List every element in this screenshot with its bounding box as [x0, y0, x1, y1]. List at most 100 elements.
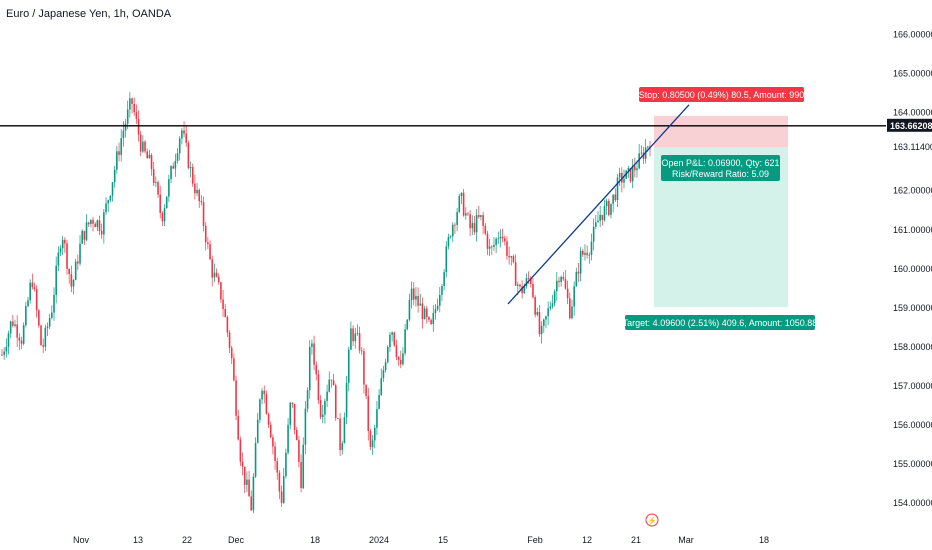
candle-body [451, 224, 454, 237]
candle-body [35, 289, 38, 311]
candle-body [334, 385, 337, 419]
candle-body [330, 379, 333, 381]
candle-body [553, 291, 556, 304]
candle-body [417, 295, 419, 306]
candle-body [202, 202, 205, 226]
candle-body [133, 103, 136, 113]
candle-body [636, 168, 638, 171]
candle-body [397, 357, 400, 360]
candle-body [464, 213, 467, 216]
x-tick-label: 13 [133, 535, 143, 545]
candle-body [595, 222, 597, 227]
candle-body [438, 294, 441, 306]
candle-body [224, 309, 227, 318]
candle-body [360, 350, 363, 352]
candle-body [118, 151, 120, 155]
x-tick-label: 15 [438, 535, 448, 545]
trend-line[interactable] [507, 104, 690, 305]
candle-body [558, 280, 560, 283]
candle-body [59, 248, 62, 253]
event-flag[interactable]: ⚡ [645, 513, 659, 527]
lightning-icon[interactable]: ⚡ [647, 516, 657, 526]
stop-zone[interactable] [654, 115, 788, 148]
candle-body [163, 208, 166, 222]
candle-body [501, 236, 504, 239]
candle-body [460, 192, 463, 197]
candle-body [113, 169, 116, 183]
candle-body [185, 133, 188, 143]
y-tick-label: 154.00000 [893, 498, 932, 508]
candle-body [64, 239, 66, 244]
candle-body [399, 359, 402, 365]
candle-body [640, 152, 643, 154]
candle-body [7, 333, 10, 347]
stop-label: Stop: 0.80500 (0.49%) 80.5, Amount: 990 [639, 90, 805, 100]
candle-body [627, 168, 630, 171]
candle-body [87, 222, 90, 225]
candle-body [579, 250, 582, 274]
candle-body [571, 306, 573, 319]
time-axis[interactable]: Nov 13 22 Dec 18 2024 15 Feb 12 21 Mar 18 [73, 535, 769, 545]
candle-body [339, 418, 341, 451]
candle-body [40, 325, 42, 346]
candle-body [83, 230, 86, 240]
y-tick-label: 156.00000 [893, 420, 932, 430]
candle-body [536, 311, 539, 315]
candle-body [313, 343, 315, 365]
x-tick-label: 18 [310, 535, 320, 545]
candle-body [629, 168, 632, 182]
candle-body [482, 215, 484, 226]
candle-body [434, 309, 437, 313]
candle-body [22, 325, 25, 344]
candle-body [16, 324, 18, 338]
candle-body [308, 346, 311, 391]
candle-body [610, 203, 612, 215]
candle-body [436, 305, 439, 310]
candle-body [146, 151, 149, 159]
candle-body [259, 399, 261, 420]
candle-body [514, 262, 517, 286]
candle-body [577, 271, 580, 274]
candle-body [350, 328, 352, 350]
position-tool[interactable] [654, 115, 788, 308]
candle-body [358, 333, 361, 351]
candle-body [298, 440, 300, 462]
candle-body [220, 282, 222, 300]
candle-body [543, 319, 545, 326]
candle-body [532, 283, 534, 298]
candle-body [233, 358, 235, 381]
candle-body [267, 413, 270, 425]
candle-body [458, 196, 461, 212]
candle-body [616, 177, 619, 201]
candle-body [150, 154, 153, 170]
candle-body [280, 491, 283, 503]
candle-body [46, 326, 49, 328]
candle-body [545, 316, 547, 320]
candle-body [70, 274, 73, 287]
y-tick-label: 162.00000 [893, 186, 932, 196]
candle-body [475, 215, 478, 233]
candle-body [393, 332, 396, 346]
candle-body [347, 349, 350, 383]
candle-body [272, 437, 274, 447]
candle-body [441, 286, 443, 295]
candle-body [382, 370, 385, 379]
candle-body [124, 123, 127, 131]
candle-body [373, 427, 376, 441]
candle-body [111, 182, 114, 196]
candle-body [293, 403, 296, 430]
candle-body [341, 443, 344, 451]
candle-body [20, 340, 23, 344]
candle-body [376, 409, 378, 428]
candle-body [57, 252, 60, 266]
candle-body [287, 424, 289, 453]
candle-body [371, 440, 374, 447]
candle-body [250, 496, 253, 511]
candle-body [217, 276, 220, 283]
candle-body [506, 241, 508, 256]
candle-body [510, 256, 513, 258]
candle-body [597, 220, 599, 223]
candle-body [302, 444, 305, 489]
price-axis[interactable]: 166.00000 165.00000 164.00000 162.00000 161.… [893, 30, 932, 509]
